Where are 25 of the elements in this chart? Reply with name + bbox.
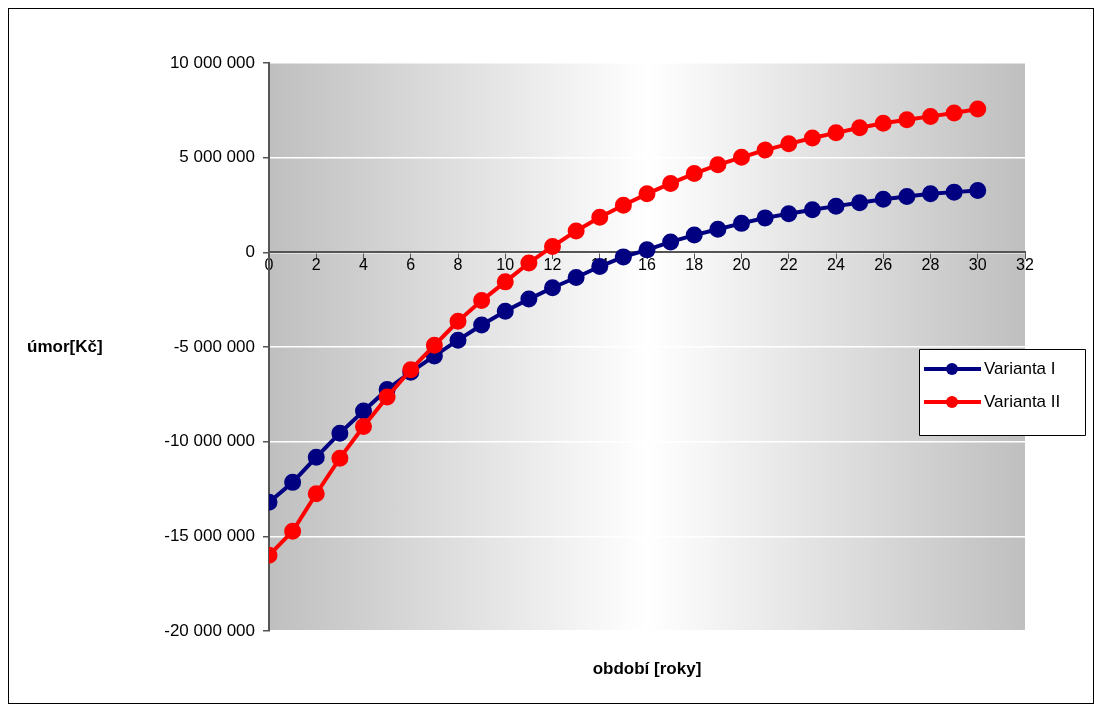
x-tick-label: 10 xyxy=(496,256,515,274)
x-tick-label: 26 xyxy=(874,256,893,274)
y-tick-label: -20 000 000 xyxy=(164,620,255,640)
y-tick-label: -10 000 000 xyxy=(164,431,255,451)
x-tick-label: 6 xyxy=(406,256,416,274)
x-tick-label: 12 xyxy=(543,256,562,274)
y-tick-label: 5 000 000 xyxy=(179,147,255,167)
legend-label: Varianta I xyxy=(984,358,1056,378)
x-tick-label: 24 xyxy=(827,256,845,274)
x-tick-label: 32 xyxy=(1016,256,1034,274)
x-tick-label: 20 xyxy=(732,256,751,274)
y-tick-label: -5 000 000 xyxy=(173,336,255,356)
x-tick-label: 8 xyxy=(453,256,463,274)
x-tick-label: 28 xyxy=(921,256,940,274)
legend-label: Varianta II xyxy=(984,391,1061,411)
x-tick-label: 30 xyxy=(968,256,987,274)
y-axis-title: úmor[Kč] xyxy=(27,336,103,356)
x-tick-label: 4 xyxy=(359,256,369,274)
x-tick-label: 16 xyxy=(638,256,656,274)
x-tick-label: 22 xyxy=(779,256,798,274)
x-axis-title: období [roky] xyxy=(592,658,702,678)
x-tick-label: 2 xyxy=(311,256,321,274)
y-tick-label: -15 000 000 xyxy=(164,526,255,546)
y-tick-label: 10 000 000 xyxy=(169,52,255,72)
x-tick-label: 18 xyxy=(685,256,704,274)
